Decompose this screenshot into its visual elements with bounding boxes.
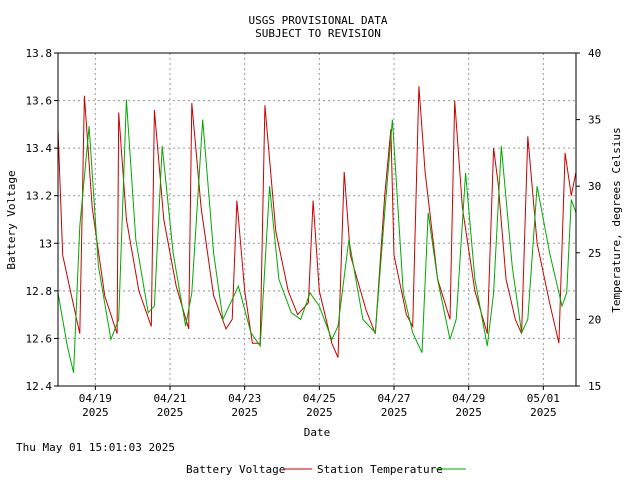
y-tick-label-left: 13 [39,237,52,250]
x-tick-label: 04/25 [303,392,336,405]
legend-label-battery: Battery Voltage [186,463,285,476]
y-tick-label-left: 12.8 [26,285,53,298]
legend-label-temperature: Station Temperature [317,463,443,476]
series-station-temperature-line [57,99,577,373]
header-line1: USGS PROVISIONAL DATA [248,14,387,27]
header-line2: SUBJECT TO REVISION [255,27,381,40]
x-tick-label: 04/29 [452,392,485,405]
x-tick-label: 05/01 [527,392,560,405]
y-tick-label-right: 25 [588,247,601,260]
x-tick-year: 2025 [381,406,408,419]
timestamp: Thu May 01 15:01:03 2025 [16,441,175,454]
x-tick-year: 2025 [231,406,258,419]
y-tick-label-right: 40 [588,47,601,60]
y-tick-label-right: 15 [588,380,601,393]
y-tick-label-left: 13.6 [26,95,53,108]
y-tick-label-left: 12.6 [26,332,53,345]
x-tick-year: 2025 [306,406,333,419]
y-tick-label-right: 35 [588,114,601,127]
x-tick-year: 2025 [157,406,184,419]
y-tick-label-left: 13.2 [26,190,53,203]
y-axis-right-label: Temperature, degrees Celsius [610,127,623,312]
x-axis-label: Date [304,426,331,439]
x-tick-year: 2025 [455,406,482,419]
y-tick-label-left: 12.4 [26,380,53,393]
x-tick-year: 2025 [530,406,557,419]
x-tick-label: 04/21 [153,392,186,405]
legend: Battery Voltage Station Temperature [186,463,466,476]
x-tick-label: 04/19 [79,392,112,405]
y-tick-label-left: 13.8 [26,47,53,60]
x-tick-label: 04/23 [228,392,261,405]
x-tick-label: 04/27 [377,392,410,405]
y-tick-label-right: 20 [588,313,601,326]
plot-frame [57,52,577,387]
y-tick-label-right: 30 [588,180,601,193]
y-tick-label-left: 13.4 [26,142,53,155]
series-battery-voltage-line [57,86,577,358]
y-axis-left-label: Battery Voltage [5,170,18,269]
grid [58,53,576,386]
axes: 12.412.612.81313.213.413.613.81520253035… [26,47,602,419]
x-tick-year: 2025 [82,406,109,419]
series-layer [57,86,577,373]
